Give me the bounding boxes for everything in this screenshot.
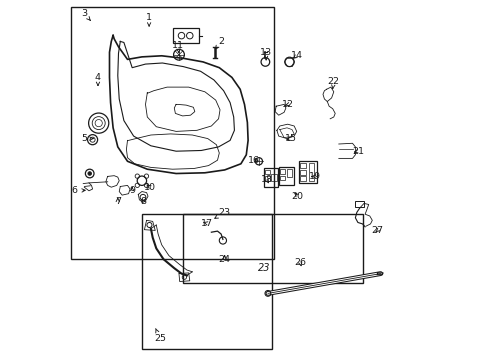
- Bar: [173, 28, 199, 43]
- Bar: [286, 169, 292, 177]
- Bar: [271, 174, 276, 181]
- Bar: [265, 170, 269, 174]
- Text: 16: 16: [248, 156, 260, 165]
- Text: 22: 22: [327, 77, 339, 89]
- Bar: [308, 163, 313, 181]
- Bar: [279, 176, 285, 180]
- Text: 17: 17: [200, 219, 212, 228]
- Text: 4: 4: [95, 73, 101, 85]
- Text: 19: 19: [308, 172, 320, 181]
- Text: 14: 14: [290, 51, 302, 60]
- Bar: [299, 163, 306, 168]
- Bar: [299, 170, 306, 175]
- Text: 24: 24: [218, 255, 230, 264]
- Text: 3: 3: [81, 9, 90, 20]
- Text: 8: 8: [140, 197, 146, 206]
- Text: 27: 27: [371, 226, 383, 235]
- Circle shape: [88, 172, 91, 175]
- Text: 23: 23: [214, 208, 230, 219]
- Text: 9: 9: [129, 186, 135, 195]
- Text: 20: 20: [291, 192, 303, 201]
- Text: 25: 25: [154, 329, 165, 343]
- Text: 2: 2: [215, 37, 224, 49]
- Bar: [298, 161, 316, 183]
- Bar: [71, 7, 274, 259]
- Text: 23: 23: [258, 263, 270, 273]
- Bar: [279, 169, 285, 174]
- Bar: [265, 176, 269, 181]
- Text: 10: 10: [144, 183, 156, 192]
- Text: 21: 21: [351, 147, 363, 156]
- Bar: [278, 167, 293, 185]
- Text: 13: 13: [260, 48, 272, 60]
- Bar: [183, 214, 363, 283]
- Bar: [264, 168, 277, 187]
- Text: 18: 18: [260, 175, 272, 184]
- Bar: [299, 176, 306, 181]
- Bar: [355, 201, 364, 207]
- Bar: [142, 214, 271, 349]
- Text: 11: 11: [172, 40, 183, 53]
- Text: 1: 1: [146, 13, 152, 26]
- Text: 12: 12: [282, 100, 294, 109]
- Text: 15: 15: [285, 134, 297, 143]
- Text: 26: 26: [294, 258, 305, 267]
- Text: 6: 6: [71, 186, 85, 195]
- Text: 7: 7: [115, 197, 121, 206]
- Text: 5: 5: [81, 134, 93, 143]
